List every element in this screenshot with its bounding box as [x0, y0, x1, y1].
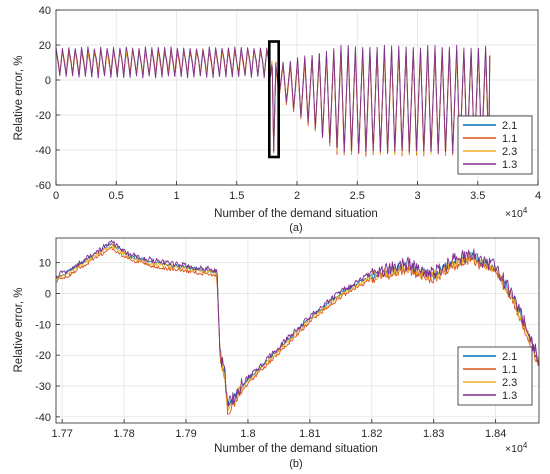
a-legend-label: 1.3: [502, 159, 517, 171]
x-axis-label-b: Number of the demand situation: [214, 443, 378, 455]
series-line-b-2-3: [55, 243, 540, 411]
x-exponent-a: ×104: [505, 206, 528, 220]
ticks-a: 0 0.5 1 1.5 2 2.5 3 3.5 4 -60 -40 -20 0 20 40: [35, 5, 541, 202]
a-y-tick-label: 20: [39, 40, 51, 52]
b-y-tick-label: 10: [39, 258, 51, 270]
b-x-tick-label: 1.81: [299, 428, 320, 440]
series-lines-b: [55, 239, 540, 415]
ticks-b: 1.77 1.78 1.79 1.8 1.81 1.82 1.83 1.84 -40 -30 -20…: [35, 258, 506, 440]
legend-a: 2.11.12.31.3: [457, 115, 533, 175]
panel-a: 0 0.5 1 1.5 2 2.5 3 3.5 4 -60 -40 -20 0 20 40 2.11.12.…: [13, 5, 541, 234]
series-line-b-1-3: [55, 239, 540, 407]
x-exponent-base-a: ×10: [505, 208, 523, 220]
b-y-tick-label: 0: [45, 289, 51, 301]
series-line-a-1-3: [55, 44, 491, 154]
a-y-tick-label: -20: [35, 110, 51, 122]
y-axis-label-a: Relative error, %: [13, 55, 25, 140]
b-legend-label: 2.1: [502, 351, 517, 363]
b-legend-label: 1.1: [502, 364, 517, 376]
x-exponent-power-b: 4: [523, 441, 528, 450]
panel-label-b: (b): [289, 458, 302, 470]
y-axis-label-b: Relative error, %: [13, 287, 25, 372]
a-x-tick-label: 1: [173, 190, 179, 202]
a-y-tick-label: -40: [35, 145, 51, 157]
a-y-tick-label: 40: [39, 5, 51, 17]
b-x-tick-label: 1.77: [51, 428, 72, 440]
panel-b: 1.77 1.78 1.79 1.8 1.81 1.82 1.83 1.84 -40 -30 -20…: [13, 237, 540, 470]
a-legend-label: 1.1: [502, 133, 517, 145]
a-x-tick-label: 0: [53, 190, 59, 202]
b-y-tick-label: -20: [35, 350, 51, 362]
series-lines-a: [55, 44, 491, 157]
axes-box-b: [55, 237, 540, 424]
b-x-tick-label: 1.83: [423, 428, 444, 440]
b-x-tick-label: 1.79: [175, 428, 196, 440]
x-axis-label-a: Number of the demand situation: [214, 208, 378, 220]
b-y-tick-label: -10: [35, 319, 51, 331]
legend-b: 2.11.12.31.3: [457, 346, 533, 406]
b-legend-label: 1.3: [502, 390, 517, 402]
a-x-tick-label: 2.5: [350, 190, 365, 202]
x-exponent-base-b: ×10: [505, 443, 523, 455]
a-legend-label: 2.3: [502, 146, 517, 158]
highlight-box: [267, 40, 280, 159]
b-x-tick-label: 1.78: [113, 428, 134, 440]
a-x-tick-label: 0.5: [109, 190, 124, 202]
b-y-tick-label: -40: [35, 412, 51, 424]
x-exponent-power-a: 4: [523, 206, 528, 215]
a-x-tick-label: 4: [535, 190, 541, 202]
a-legend-label: 2.1: [502, 120, 517, 132]
a-x-tick-label: 2: [294, 190, 300, 202]
b-y-tick-label: -30: [35, 381, 51, 393]
b-x-tick-label: 1.82: [361, 428, 382, 440]
a-x-tick-label: 3.5: [470, 190, 485, 202]
a-y-tick-label: 0: [45, 75, 51, 87]
b-x-tick-label: 1.84: [485, 428, 506, 440]
b-legend-label: 2.3: [502, 377, 517, 389]
a-y-tick-label: -60: [35, 180, 51, 192]
panel-label-a: (a): [289, 222, 302, 234]
b-x-tick-label: 1.8: [240, 428, 255, 440]
x-exponent-b: ×104: [505, 441, 528, 455]
a-x-tick-label: 3: [414, 190, 420, 202]
a-x-tick-label: 1.5: [229, 190, 244, 202]
series-line-b-1-1: [55, 246, 540, 415]
